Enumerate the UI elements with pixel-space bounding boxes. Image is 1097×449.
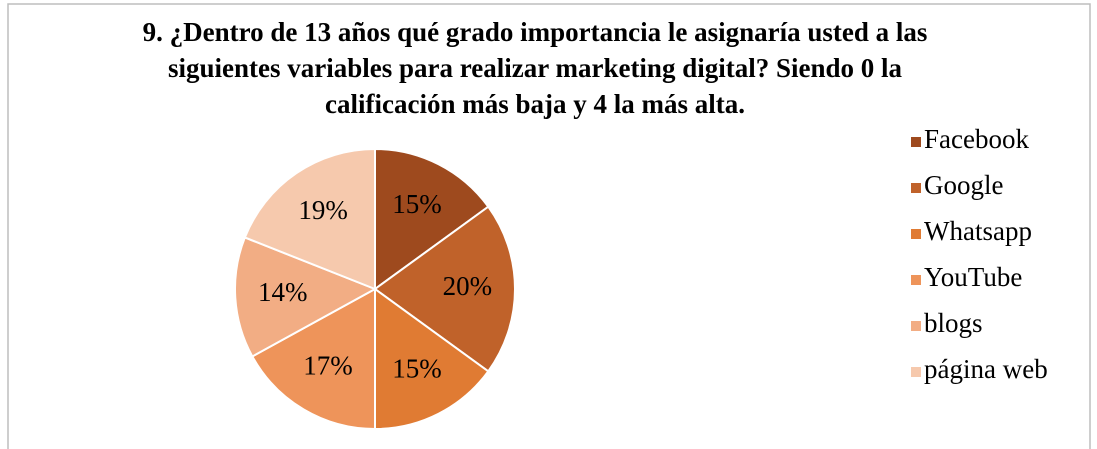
chart-frame [7, 3, 1091, 449]
data-label: 17% [303, 351, 353, 381]
pie-slice [234, 236, 378, 358]
pie-slice [374, 147, 490, 291]
chart-title: 9. ¿Dentro de 13 años qué grado importan… [142, 17, 928, 119]
legend-label: Whatsapp [924, 216, 1032, 246]
data-label: 20% [443, 271, 493, 301]
pie-slice [250, 287, 376, 431]
legend-swatch [911, 367, 921, 377]
legend-swatch [911, 229, 921, 239]
legend-label: página web [924, 354, 1048, 384]
pie-slice [243, 147, 376, 291]
data-label: 19% [298, 195, 348, 225]
pie-slice [374, 287, 490, 431]
legend-swatch [911, 321, 921, 331]
data-label: 15% [392, 354, 442, 384]
data-label: 15% [392, 189, 442, 219]
pie-slice [373, 205, 516, 373]
legend-swatch [911, 183, 921, 193]
legend-label: Facebook [924, 124, 1029, 154]
legend-label: blogs [924, 308, 983, 338]
legend-swatch [911, 275, 921, 285]
legend-label: Google [924, 170, 1004, 200]
legend-label: YouTube [924, 262, 1022, 292]
legend-swatch [911, 137, 921, 147]
data-label: 14% [258, 277, 308, 307]
